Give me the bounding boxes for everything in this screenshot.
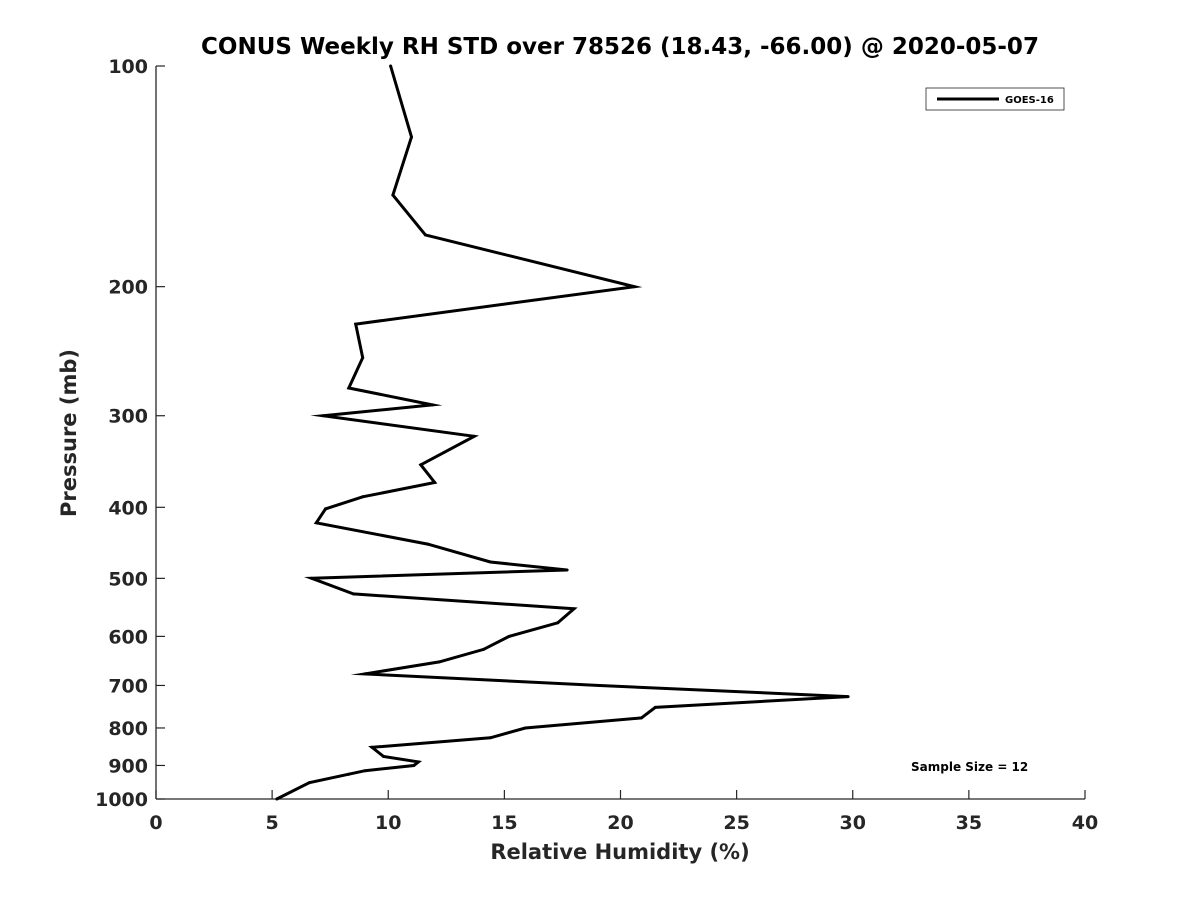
legend: GOES-16: [925, 87, 1065, 111]
series-point-22: [556, 621, 560, 625]
series-point-3: [423, 233, 427, 237]
x-tick-label-40: 40: [1072, 812, 1098, 834]
y-axis-label: Pressure (mb): [57, 349, 81, 517]
series-point-17: [488, 560, 492, 564]
series-point-33: [370, 745, 374, 749]
series-point-8: [430, 403, 434, 407]
y-tick-label-300: 300: [108, 406, 148, 428]
x-tick-label-10: 10: [375, 812, 401, 834]
series-point-28: [846, 695, 850, 699]
series-point-24: [482, 647, 485, 651]
series-point-25: [437, 660, 441, 664]
x-tick-label-25: 25: [723, 812, 749, 834]
axes-box: [156, 66, 1085, 799]
series-point-40: [275, 797, 279, 801]
series-point-34: [382, 755, 386, 758]
series-point-15: [314, 521, 318, 525]
series-point-19: [310, 576, 314, 580]
series-point-1: [410, 135, 413, 139]
series-point-39: [307, 781, 311, 785]
y-axis-ticks: 100 200 300 400 500 600 700 800 900 1000: [95, 56, 165, 811]
x-axis-label: Relative Humidity (%): [490, 840, 749, 864]
series-point-2: [391, 193, 395, 197]
series-layer: [275, 64, 850, 801]
y-tick-label-600: 600: [108, 626, 148, 648]
series-point-23: [507, 634, 511, 638]
plot-area: [155, 66, 1085, 800]
y-tick-label-500: 500: [108, 568, 148, 590]
x-tick-label-15: 15: [491, 812, 517, 834]
series-point-0: [389, 64, 393, 68]
y-tick-label-700: 700: [108, 675, 148, 697]
series-point-27: [598, 684, 602, 687]
x-axis-ticks: 0 5 10 15 20 25 30 35 40: [149, 790, 1098, 834]
series-point-7: [347, 386, 351, 390]
sample-size-annotation: Sample Size = 12: [911, 760, 1028, 774]
y-tick-label-1000: 1000: [95, 789, 148, 811]
series-point-10: [472, 434, 476, 438]
series-point-13: [361, 495, 365, 499]
x-tick-label-35: 35: [956, 812, 982, 834]
series-point-30: [639, 716, 643, 720]
legend-label-goes-16: GOES-16: [1005, 95, 1054, 106]
series-point-38: [347, 772, 351, 776]
x-tick-label-30: 30: [840, 812, 866, 834]
y-tick-label-800: 800: [108, 718, 148, 740]
series-point-11: [419, 463, 423, 467]
series-point-14: [324, 507, 327, 511]
series-point-36: [412, 764, 416, 767]
y-tick-label-900: 900: [108, 755, 148, 777]
x-tick-label-20: 20: [607, 812, 633, 834]
y-tick-label-100: 100: [108, 56, 148, 78]
series-point-35: [416, 760, 420, 764]
series-point-37: [363, 769, 367, 773]
series-point-18: [565, 568, 569, 572]
series-point-9: [321, 414, 325, 418]
series-point-32: [488, 736, 492, 740]
x-tick-label-5: 5: [266, 812, 279, 834]
x-tick-label-0: 0: [149, 812, 162, 834]
series-point-26: [363, 672, 367, 676]
series-point-6: [361, 356, 365, 360]
series-point-5: [354, 322, 358, 326]
series-point-12: [433, 481, 437, 484]
chart-title: CONUS Weekly RH STD over 78526 (18.43, -…: [201, 34, 1039, 60]
y-tick-label-400: 400: [108, 497, 148, 519]
y-tick-label-200: 200: [108, 277, 148, 299]
series-point-31: [523, 726, 527, 730]
series-point-21: [572, 607, 576, 611]
series-point-4: [632, 285, 636, 289]
series-point-16: [426, 542, 430, 546]
series-point-29: [653, 705, 657, 709]
series-point-20: [351, 592, 355, 596]
